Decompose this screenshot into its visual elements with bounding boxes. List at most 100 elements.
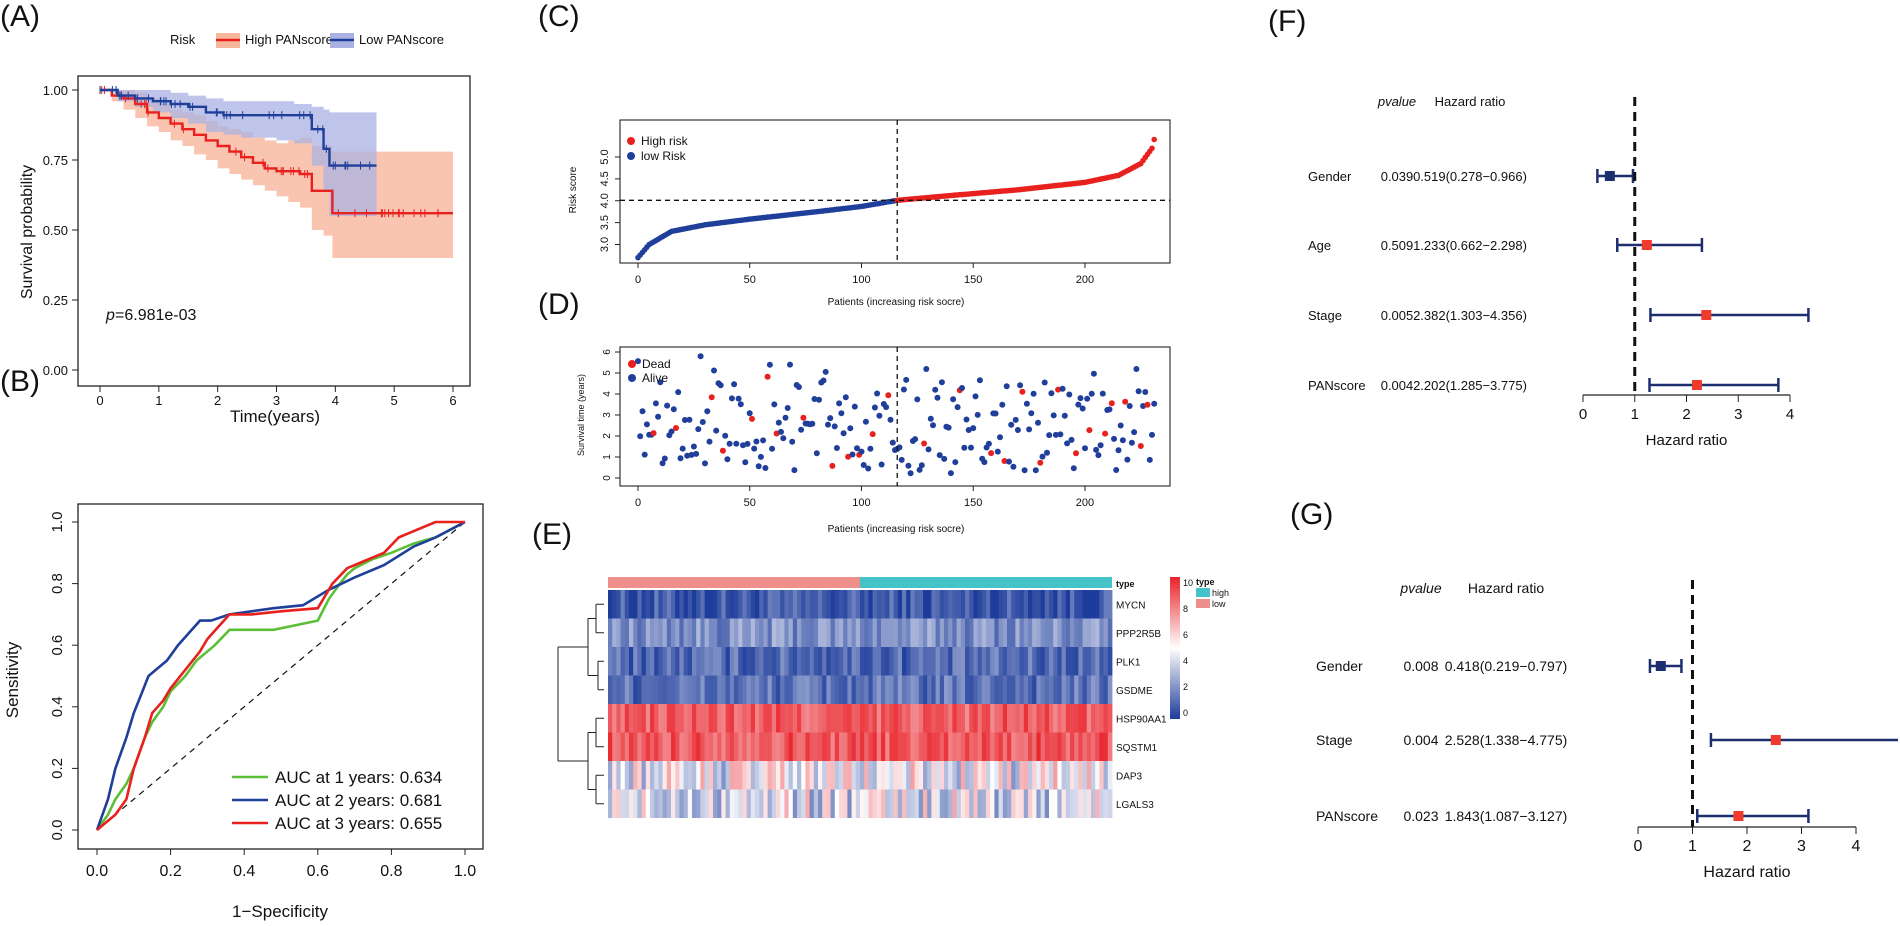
- dead-point: [719, 447, 726, 454]
- alive-point: [836, 400, 843, 407]
- heatmap-cell: [713, 618, 718, 647]
- heatmap-cell: [860, 704, 865, 733]
- heatmap-cell: [616, 675, 621, 704]
- heatmap-cell: [1015, 732, 1020, 761]
- heatmap-cell: [818, 590, 823, 619]
- heatmap-cell: [750, 704, 756, 733]
- x-tick-label: 0.0: [86, 863, 108, 880]
- alive-point: [887, 416, 894, 423]
- heatmap-cell: [687, 618, 693, 647]
- heatmap-cell: [1057, 704, 1062, 733]
- heatmap-cell: [1028, 732, 1033, 761]
- heatmap-cell: [784, 761, 789, 790]
- heatmap-cell: [939, 618, 945, 647]
- alive-point: [1106, 406, 1113, 413]
- alive-point: [923, 366, 930, 372]
- alive-point: [771, 401, 778, 408]
- x-axis-label: Patients (increasing risk socre): [828, 297, 965, 308]
- heatmap-cell: [1095, 789, 1100, 818]
- alive-point: [847, 425, 854, 432]
- x-tick-label: 0: [1579, 406, 1587, 423]
- heatmap-cell: [944, 647, 949, 676]
- heatmap-cell: [612, 704, 617, 733]
- alive-point: [1061, 412, 1068, 419]
- gene-label: MYCN: [1116, 600, 1145, 611]
- heatmap-cell: [1032, 675, 1037, 704]
- alive-point: [702, 460, 708, 467]
- x-tick-label: 2: [214, 393, 221, 408]
- heatmap-cell: [923, 761, 928, 790]
- hazard-ratio-marker: [1770, 735, 1781, 745]
- heatmap-cell: [914, 618, 920, 647]
- type-annotation-label: type: [1116, 579, 1135, 589]
- heatmap-cell: [973, 618, 978, 647]
- heatmap-cell: [692, 590, 697, 619]
- row-pvalue: 0.004: [1403, 732, 1438, 748]
- alive-point: [668, 428, 675, 435]
- heatmap-cell: [729, 761, 735, 790]
- heatmap-cell: [847, 675, 852, 704]
- x-tick-label: 4: [1852, 838, 1861, 855]
- heatmap-cell: [645, 618, 651, 647]
- heatmap-cell: [763, 761, 768, 790]
- dead-point: [1037, 459, 1044, 466]
- heatmap-cell: [1053, 732, 1058, 761]
- heatmap-cell: [763, 618, 768, 647]
- heatmap-cell: [763, 647, 768, 676]
- survival-curve-low: [100, 88, 377, 167]
- heatmap-cell: [738, 732, 743, 761]
- legend-label-1yr: AUC at 1 years: 0.634: [275, 768, 442, 787]
- heatmap-cell: [914, 675, 920, 704]
- heatmap-cell: [792, 704, 798, 733]
- alive-point: [1050, 412, 1057, 419]
- heatmap-cell: [612, 732, 617, 761]
- alive-point: [735, 395, 742, 402]
- color-scale-label: 8: [1183, 604, 1188, 614]
- heatmap-cell: [708, 761, 714, 790]
- heatmap-cell: [822, 789, 827, 818]
- heatmap-cell: [910, 618, 915, 647]
- alive-point: [820, 377, 827, 384]
- x-tick-label: 100: [852, 497, 870, 509]
- heatmap-cell: [1107, 732, 1113, 761]
- heatmap-cell: [637, 789, 642, 818]
- alive-point: [970, 425, 977, 432]
- heatmap-cell: [918, 732, 924, 761]
- heatmap-cell: [994, 618, 999, 647]
- heatmap-cell: [843, 732, 848, 761]
- heatmap-cell: [1078, 647, 1083, 676]
- heatmap-cell: [826, 590, 831, 619]
- heatmap-cell: [826, 675, 831, 704]
- heatmap-cell: [805, 618, 810, 647]
- heatmap-cell: [687, 732, 693, 761]
- alive-point: [655, 413, 662, 420]
- heatmap-cell: [965, 704, 970, 733]
- heatmap-cell: [780, 647, 785, 676]
- heatmap-cell: [839, 732, 844, 761]
- heatmap-cell: [1044, 647, 1050, 676]
- heatmap-cell: [1061, 704, 1067, 733]
- heatmap-cell: [939, 789, 945, 818]
- alive-point: [737, 401, 744, 408]
- heatmap-cell: [608, 789, 613, 818]
- heatmap-cell: [717, 647, 722, 676]
- alive-point: [1059, 385, 1066, 392]
- heatmap-cell: [1002, 647, 1008, 676]
- heatmap-cell: [729, 789, 735, 818]
- alive-point: [1113, 467, 1120, 473]
- heatmap-cell: [805, 789, 810, 818]
- heatmap-cell: [633, 675, 638, 704]
- heatmap-cell: [1040, 789, 1046, 818]
- heatmap-cell: [797, 618, 802, 647]
- heatmap-cell: [1074, 647, 1079, 676]
- heatmap-cell: [872, 704, 878, 733]
- heatmap-cell: [1082, 789, 1088, 818]
- heatmap-cell: [671, 590, 676, 619]
- legend-label-alive: Alive: [642, 371, 668, 385]
- alive-point: [1119, 437, 1126, 444]
- panel-label-c: (C): [538, 0, 580, 33]
- heatmap-cell: [746, 675, 752, 704]
- heatmap-cell: [713, 590, 718, 619]
- row-label: Gender: [1316, 658, 1363, 674]
- heatmap-cell: [1002, 590, 1008, 619]
